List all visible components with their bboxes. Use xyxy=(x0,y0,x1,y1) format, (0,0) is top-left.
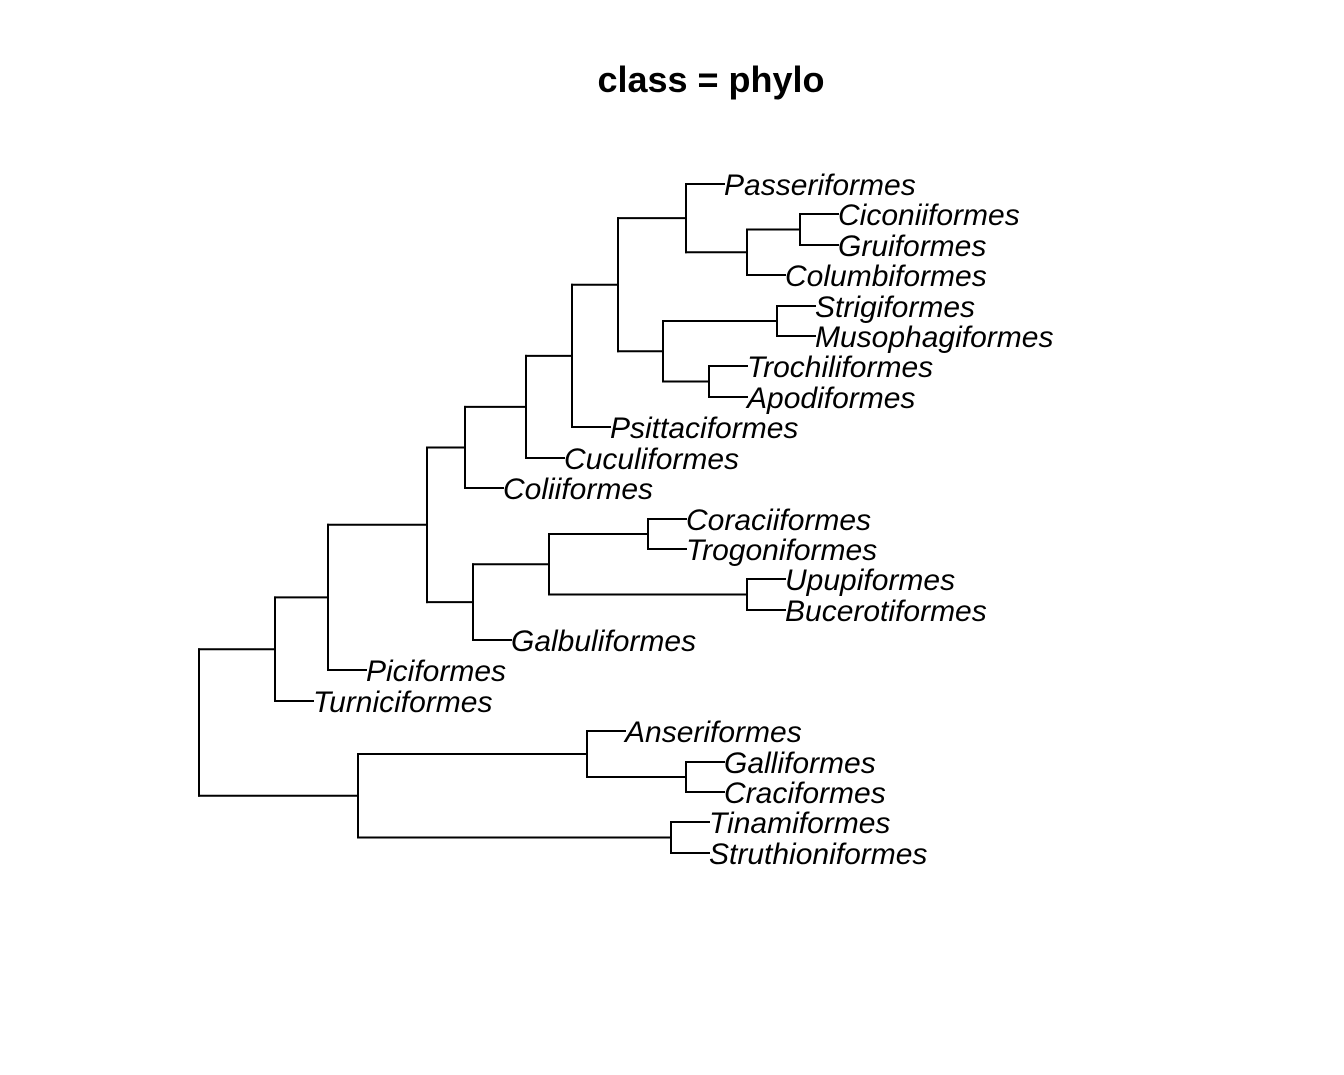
tip-label-galliformes: Galliformes xyxy=(724,747,876,780)
tip-label-tinamiformes: Tinamiformes xyxy=(709,807,890,840)
tip-label-coliiformes: Coliiformes xyxy=(503,473,653,506)
tip-label-apodiformes: Apodiformes xyxy=(745,382,915,415)
tip-label-upupiformes: Upupiformes xyxy=(785,564,955,597)
tip-label-gruiformes: Gruiformes xyxy=(838,230,986,263)
tip-label-turniciformes: Turniciformes xyxy=(313,686,492,719)
tip-label-trochiliformes: Trochiliformes xyxy=(747,351,933,384)
tip-label-bucerotiformes: Bucerotiformes xyxy=(785,595,987,628)
tip-label-strigiformes: Strigiformes xyxy=(815,291,975,324)
tip-label-ciconiiformes: Ciconiiformes xyxy=(838,199,1020,232)
tip-label-columbiformes: Columbiformes xyxy=(785,260,987,293)
tip-label-musophagiformes: Musophagiformes xyxy=(815,321,1053,354)
tip-label-passeriformes: Passeriformes xyxy=(724,169,916,202)
tip-label-struthioniformes: Struthioniformes xyxy=(709,838,927,871)
tip-labels: PasseriformesCiconiiformesGruiformesColu… xyxy=(313,169,1053,871)
tip-label-coraciiformes: Coraciiformes xyxy=(686,504,871,537)
tip-label-piciformes: Piciformes xyxy=(366,655,506,688)
figure-title: class = phylo xyxy=(597,59,824,100)
tip-label-trogoniformes: Trogoniformes xyxy=(686,534,877,567)
tip-label-galbuliformes: Galbuliformes xyxy=(511,625,696,658)
tip-label-cuculiformes: Cuculiformes xyxy=(564,443,739,476)
tree-branches xyxy=(198,183,839,854)
tip-label-psittaciformes: Psittaciformes xyxy=(610,412,798,445)
tip-label-anseriformes: Anseriformes xyxy=(623,716,802,749)
tip-label-craciformes: Craciformes xyxy=(724,777,886,810)
